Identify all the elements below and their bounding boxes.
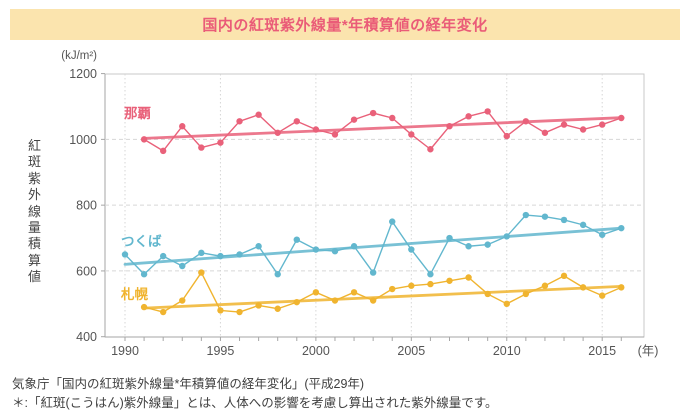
tsukuba-marker (255, 243, 262, 250)
naha-marker (484, 108, 491, 115)
naha-marker (465, 113, 472, 120)
sapporo-marker (350, 289, 358, 296)
naha-marker (427, 146, 434, 153)
sapporo-marker (312, 289, 320, 296)
naha-marker (599, 121, 606, 128)
y-axis-unit-label: (kJ/m²) (61, 50, 97, 62)
tsukuba-marker (159, 252, 167, 260)
sapporo-marker (217, 307, 224, 314)
y-axis-title: 紅斑紫外線量積算値 (27, 138, 41, 284)
naha-marker (179, 123, 186, 130)
tsukuba-marker (560, 216, 568, 224)
asterisk-note: ＊:「紅斑(こうはん)紫外線量」とは、人体への影響を考慮し算出された紫外線量です… (12, 396, 498, 410)
naha-marker (369, 109, 377, 117)
x-tick-label: 2000 (302, 344, 330, 358)
tsukuba-marker (140, 271, 148, 278)
x-tick-label: 2005 (397, 344, 425, 358)
y-tick-label: 1200 (69, 67, 97, 81)
x-axis-unit-label: (年) (638, 344, 659, 358)
naha-marker (159, 147, 167, 155)
tsukuba-marker (293, 236, 300, 243)
sapporo-marker (427, 280, 434, 288)
y-tick-label: 800 (76, 199, 97, 213)
tsukuba-marker (408, 246, 415, 253)
sapporo-marker (198, 269, 205, 276)
naha-series-line (143, 110, 622, 152)
sapporo-trend-line (142, 284, 623, 310)
naha-marker (579, 126, 587, 133)
naha-marker (255, 111, 262, 118)
sapporo-marker (541, 282, 549, 289)
source-note: 気象庁「国内の紅斑紫外線量*年積算値の経年変化」(平成29年) (12, 377, 365, 391)
sapporo-marker (522, 290, 530, 298)
y-tick-label: 600 (76, 264, 97, 278)
title-banner: 国内の紅斑紫外線量*年積算値の経年変化 (10, 9, 680, 40)
tsukuba-marker (465, 243, 472, 250)
tsukuba-marker (484, 241, 491, 248)
y-tick-label: 1000 (69, 133, 97, 147)
naha-marker (408, 131, 415, 138)
y-tick-label: 400 (76, 330, 97, 344)
naha-marker (331, 131, 339, 138)
naha-marker (293, 118, 300, 125)
sapporo-marker (179, 297, 186, 304)
naha-marker (389, 114, 396, 122)
tsukuba-marker (369, 269, 377, 276)
tsukuba-marker (427, 271, 434, 278)
x-tick-label: 2015 (588, 344, 616, 358)
naha-marker (236, 118, 243, 125)
tsukuba-marker (198, 249, 205, 257)
naha-marker (217, 139, 224, 146)
sapporo-series-label: 札幌 (120, 286, 148, 302)
tsukuba-marker (579, 221, 587, 229)
tsukuba-series-label: つくば (121, 234, 162, 249)
sapporo-marker (159, 308, 167, 316)
tsukuba-marker (274, 271, 281, 278)
x-tick-label: 1990 (111, 344, 139, 358)
sapporo-marker (599, 292, 606, 299)
naha-marker (350, 116, 358, 123)
sapporo-marker (560, 272, 568, 280)
x-tick-label: 2010 (493, 344, 521, 358)
naha-trend-line (142, 116, 623, 140)
tsukuba-marker (121, 251, 129, 258)
tsukuba-marker (179, 262, 186, 270)
naha-marker (198, 144, 205, 151)
sapporo-marker (408, 282, 415, 289)
naha-marker (560, 121, 568, 128)
naha-series-label: 那覇 (124, 106, 151, 121)
tsukuba-marker (389, 218, 396, 225)
tsukuba-series-line (124, 214, 622, 275)
naha-marker (541, 129, 549, 136)
sapporo-marker (465, 274, 472, 281)
tsukuba-trend-line (123, 226, 623, 266)
page-title: 国内の紅斑紫外線量*年積算値の経年変化 (202, 17, 488, 34)
tsukuba-marker (599, 231, 606, 238)
sapporo-marker (446, 277, 453, 284)
sapporo-marker (236, 308, 243, 316)
sapporo-marker (274, 305, 281, 312)
sapporo-marker (503, 300, 510, 308)
tsukuba-marker (522, 211, 530, 219)
x-tick-label: 1995 (207, 344, 235, 358)
naha-marker (503, 132, 510, 140)
sapporo-marker (389, 285, 396, 293)
tsukuba-marker (541, 213, 549, 220)
